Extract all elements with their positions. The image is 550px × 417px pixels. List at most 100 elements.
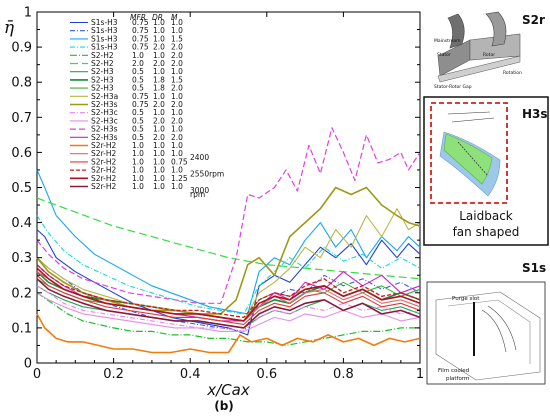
legend-rpm-note: 3000 xyxy=(190,186,209,195)
x-axis-label: x/Cax xyxy=(206,381,250,399)
inset-h3s-caption-1: Laidback xyxy=(459,209,513,223)
y-tick-label: 0 xyxy=(24,357,32,372)
y-tick-label: 0.6 xyxy=(11,146,32,161)
legend-entry-mfr: 0.5 xyxy=(132,75,144,84)
legend-entry-dr: 2.0 xyxy=(153,43,165,52)
legend-entry-mfr: 2.0 xyxy=(132,59,144,68)
legend-entry-mfr: 0.75 xyxy=(132,100,149,109)
platform-outline xyxy=(435,291,541,381)
legend-entry-dr: 1.0 xyxy=(153,92,165,101)
inset-note: Stator-Rotor Gap xyxy=(434,84,472,90)
x-tick-label: 0.6 xyxy=(256,367,277,382)
legend-entry-m: 2.0 xyxy=(171,116,183,125)
series-line-18 xyxy=(36,264,421,319)
legend-entry-dr: 1.0 xyxy=(153,108,165,117)
y-tick-label: 0.9 xyxy=(11,41,32,56)
legend-entry-dr: 2.0 xyxy=(153,100,165,109)
inset-figures: S2r Mainstream Stator Rotor Rotation Stator-R… xyxy=(423,6,549,385)
legend-entry-mfr: 0.75 xyxy=(132,26,149,35)
legend-entry-name: S2r-H2 xyxy=(91,166,116,175)
plot-frame xyxy=(36,11,421,364)
legend-entry-m: 1.5 xyxy=(171,34,183,43)
y-tick-label: 0.7 xyxy=(11,111,32,126)
legend-entry-mfr: 1.0 xyxy=(132,141,144,150)
legend-entry-m: 1.0 xyxy=(171,67,183,76)
series-line-3 xyxy=(36,215,421,315)
series-line-17 xyxy=(36,274,421,325)
legend-entry-mfr: 0.5 xyxy=(132,108,144,117)
legend-entry-m: 2.0 xyxy=(171,100,183,109)
legend-entry-m: 1.0 xyxy=(171,18,183,27)
x-tick-label: 0.4 xyxy=(180,367,201,382)
legend-entry-mfr: 0.5 xyxy=(132,125,144,134)
legend-entry-m: 1.0 xyxy=(171,125,183,134)
fan-hole-core xyxy=(443,133,493,185)
inset-s2r-label: S2r xyxy=(522,13,545,27)
legend-entry-dr: 1.0 xyxy=(153,125,165,134)
legend-entry-dr: 1.0 xyxy=(153,26,165,35)
legend-entry-m: 1.0 xyxy=(171,182,183,191)
legend-entry-m: 2.0 xyxy=(171,59,183,68)
stator-vane xyxy=(447,13,465,49)
legend-entry-dr: 2.0 xyxy=(153,133,165,142)
legend-entry-name: S2-H2 xyxy=(91,59,114,68)
legend-entry-dr: 1.0 xyxy=(153,149,165,158)
legend-entry-dr: 1.0 xyxy=(153,18,165,27)
legend-header: MFR xyxy=(130,13,146,22)
inset-note: Mainstream xyxy=(434,38,461,44)
legend-entry-m: 0.75 xyxy=(171,157,188,166)
series-line-4 xyxy=(36,292,420,346)
legend-entry-m: 1.5 xyxy=(171,75,183,84)
axis-layer: 0 0.2 0.4 0.6 0.8 1 0 0.1 0.2 0.3 0.4 0.5 0.6 0.7 0.8 0… xyxy=(4,6,424,400)
blade-sketch xyxy=(481,305,517,353)
hole-detail xyxy=(451,117,495,123)
inset-h3s-caption-2: fan shaped xyxy=(453,225,520,239)
legend-entry-m: 1.0 xyxy=(171,26,183,35)
legend-entry-dr: 1.0 xyxy=(153,166,165,175)
series-line-20 xyxy=(36,278,421,329)
legend-entry-mfr: 0.5 xyxy=(132,84,144,93)
platform-strip xyxy=(437,55,521,83)
series-line-19 xyxy=(36,267,421,322)
legend-entry-m: 1.0 xyxy=(171,149,183,158)
legend-entry-mfr: 0.75 xyxy=(132,92,149,101)
legend-entry-name: S1s-H3 xyxy=(91,18,118,27)
legend-entry-name: S2r-H2 xyxy=(91,149,116,158)
inset-s1s: S1s Purge slot Film cooled platform xyxy=(426,261,546,385)
legend-entry-name: S2-H3s xyxy=(91,125,118,134)
legend-entry-m: 1.0 xyxy=(171,166,183,175)
legend-entry-name: S1s-H3 xyxy=(91,43,118,52)
legend-entry-m: 2.0 xyxy=(171,84,183,93)
legend-entry-mfr: 1.0 xyxy=(132,182,144,191)
legend-entry-mfr: 0.5 xyxy=(132,116,144,125)
legend-entry-dr: 1.0 xyxy=(153,67,165,76)
series-layer xyxy=(36,127,421,354)
legend-entry-m: 1.0 xyxy=(171,92,183,101)
inset-h3s: H3s Laidback fan shaped xyxy=(423,96,549,246)
legend-entry-mfr: 1.0 xyxy=(132,149,144,158)
inset-note: Rotation xyxy=(503,70,522,76)
series-line-12 xyxy=(36,292,421,332)
legend-entry-dr: 1.0 xyxy=(153,34,165,43)
legend-entry-name: S2r-H2 xyxy=(91,182,116,191)
legend-entry-dr: 1.8 xyxy=(153,75,165,84)
plot-area xyxy=(36,11,421,364)
legend-rpm-note: 2400 xyxy=(190,153,209,162)
legend-entry-name: S1s-H3 xyxy=(91,26,118,35)
legend-entry-dr: 1.8 xyxy=(153,84,165,93)
legend-entry-name: S2r-H2 xyxy=(91,141,116,150)
legend-entry-dr: 1.0 xyxy=(153,141,165,150)
inset-note: platform xyxy=(446,376,469,382)
y-tick-label: 0.3 xyxy=(11,251,32,266)
legend-entry-name: S2r-H2 xyxy=(91,157,116,166)
figure-caption: (b) xyxy=(214,399,234,413)
inset-note: Stator xyxy=(437,52,451,58)
inset-note: Rotor xyxy=(483,52,495,58)
legend-entry-dr: 2.0 xyxy=(153,59,165,68)
legend-entry-name: S2-H3s xyxy=(91,133,118,142)
legend-entry-dr: 2.0 xyxy=(153,116,165,125)
series-line-15 xyxy=(36,313,421,354)
inset-h3s-label: H3s xyxy=(522,107,548,121)
legend-entry-mfr: 1.0 xyxy=(132,166,144,175)
